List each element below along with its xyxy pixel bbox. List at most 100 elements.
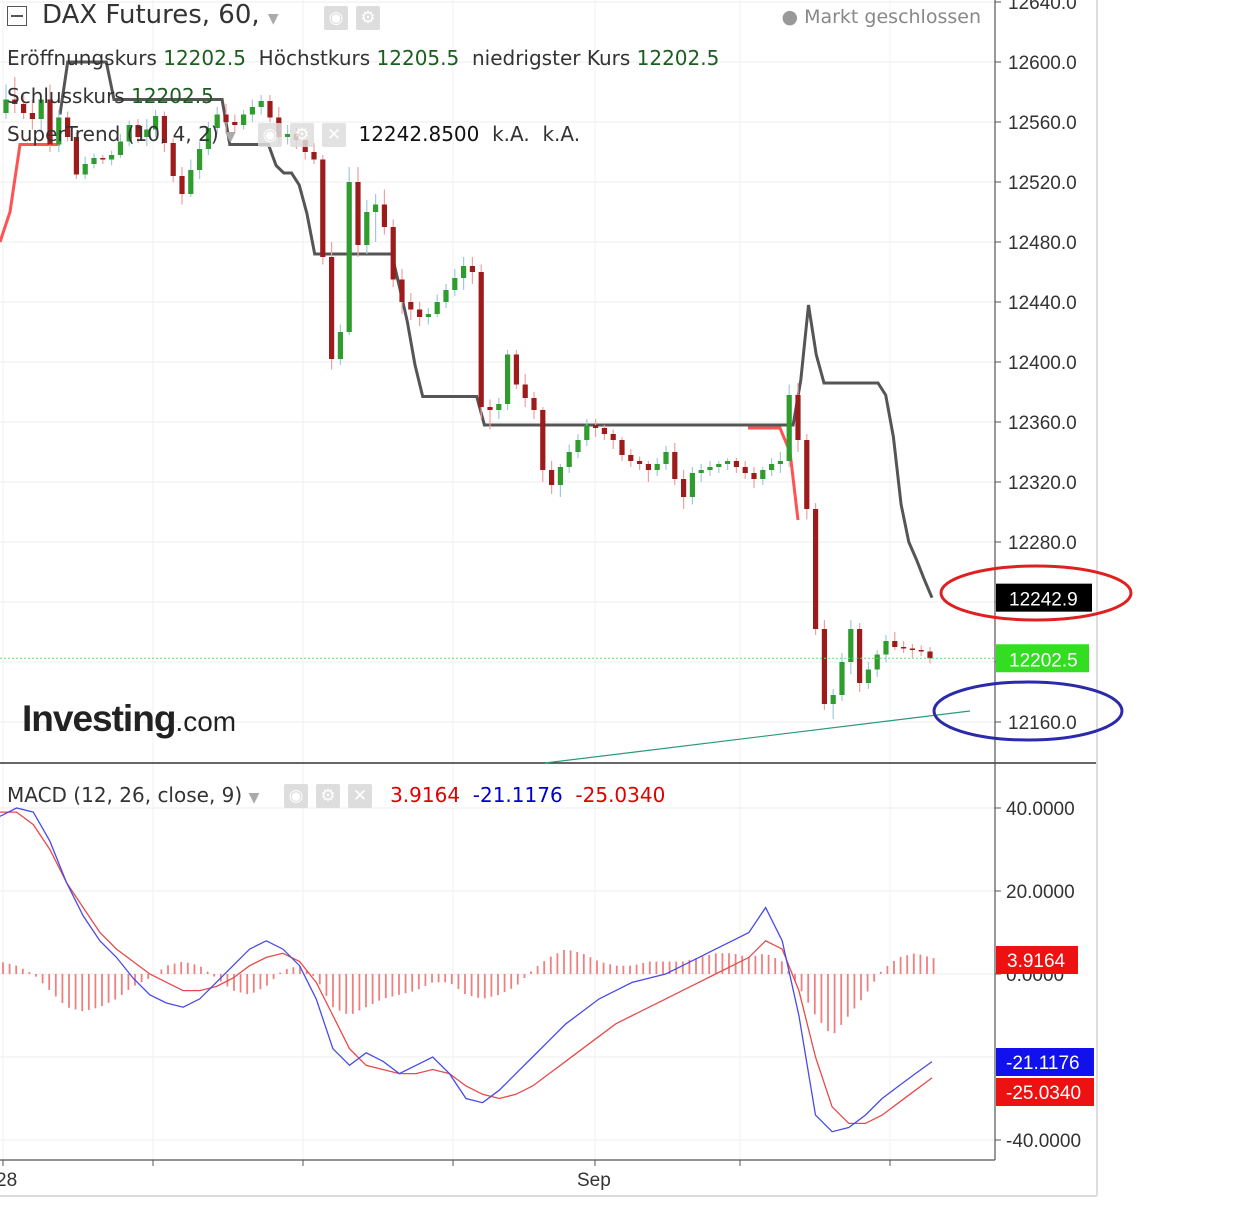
candle <box>117 141 123 155</box>
candle <box>619 440 625 455</box>
visibility-icon[interactable]: ◉ <box>258 123 282 147</box>
candle <box>575 440 581 452</box>
hist-value-tag <box>996 946 1078 974</box>
price-tick-label: 12520.0 <box>1008 173 1077 194</box>
status-dot-icon: ● <box>781 6 799 28</box>
price-tick-label: 12640.0 <box>1008 0 1077 14</box>
candle <box>725 461 731 464</box>
candle <box>47 99 53 145</box>
market-status: ● Markt geschlossen <box>781 6 981 28</box>
candle <box>804 440 810 509</box>
candle <box>786 395 792 461</box>
candle <box>100 158 106 160</box>
candle <box>637 461 643 464</box>
signal-line <box>0 811 933 1125</box>
candle <box>417 309 423 317</box>
macd-line <box>0 807 933 1133</box>
candle <box>663 452 669 464</box>
candle <box>170 143 176 176</box>
candle <box>188 170 194 194</box>
candle <box>82 164 88 175</box>
chevron-down-icon[interactable]: ▼ <box>248 790 260 806</box>
candle <box>21 104 27 113</box>
candle <box>760 470 766 479</box>
candle <box>531 398 537 410</box>
candle <box>311 152 317 160</box>
candle <box>373 204 379 212</box>
candle <box>153 116 159 130</box>
candle <box>12 99 18 104</box>
signal-value-tag <box>996 1078 1094 1106</box>
candle <box>795 395 801 440</box>
visibility-icon[interactable]: ◉ <box>284 784 308 808</box>
gear-icon[interactable]: ⚙ <box>356 6 380 30</box>
candle <box>38 99 44 119</box>
red-circle-annotation <box>939 564 1133 622</box>
candle <box>408 302 414 310</box>
gear-icon[interactable]: ⚙ <box>316 784 340 808</box>
candle <box>399 279 405 302</box>
close-legend: Schlusskurs 12202.5 <box>7 84 214 108</box>
candle <box>698 470 704 473</box>
candle <box>496 404 502 410</box>
candle <box>126 125 132 142</box>
gear-icon[interactable]: ⚙ <box>290 123 314 147</box>
candle <box>513 354 519 385</box>
candle <box>214 114 220 128</box>
candle <box>179 176 185 194</box>
candle <box>469 266 475 272</box>
candle <box>65 117 71 137</box>
candle <box>813 509 819 629</box>
price-tick-label: 12480.0 <box>1008 233 1077 254</box>
candle <box>830 695 836 704</box>
candle <box>267 101 273 118</box>
last-price-label: 12202.5 <box>1009 650 1078 671</box>
price-tick-label: 12400.0 <box>1008 353 1077 374</box>
candle <box>91 158 97 164</box>
candle <box>927 651 933 659</box>
close-icon[interactable]: ✕ <box>322 123 346 147</box>
candle <box>205 128 211 149</box>
candle <box>487 407 493 410</box>
candle <box>478 272 484 407</box>
candle <box>425 314 431 317</box>
supertrend-legend: SuperTrend (10, 4, 2) ▼ 12242.8500 k.A. … <box>7 122 581 146</box>
candle <box>610 434 616 440</box>
candle <box>566 452 572 467</box>
candle <box>689 473 695 497</box>
supertrend-up-line <box>748 426 800 521</box>
candle <box>434 302 440 314</box>
candle <box>549 470 555 485</box>
candle <box>56 117 62 145</box>
candle <box>197 149 203 170</box>
price-tick-label: 12600.0 <box>1008 53 1077 74</box>
candle <box>821 629 827 704</box>
axes-layer: 12640.0 12600.0 12560.0 12520.0 12480.0 12440… <box>0 0 1098 1197</box>
candle <box>865 669 871 683</box>
visibility-icon[interactable]: ◉ <box>324 6 348 30</box>
candle <box>364 212 370 245</box>
supertrend-name: SuperTrend (10, 4, 2) <box>7 122 219 146</box>
macd-legend: MACD (12, 26, close, 9) ▼ 3.9164 -21.117… <box>7 783 666 807</box>
investing-logo: Investing.com <box>22 698 237 739</box>
candle <box>654 464 660 470</box>
chevron-down-icon[interactable]: ▼ <box>267 11 279 27</box>
candle <box>3 99 9 113</box>
chevron-down-icon[interactable]: ▼ <box>224 129 236 145</box>
candle <box>381 204 387 227</box>
candle <box>320 159 326 257</box>
candle <box>593 425 599 428</box>
candle <box>857 629 863 683</box>
candle <box>135 125 141 137</box>
candle <box>540 410 546 470</box>
candle <box>73 137 79 175</box>
collapse-pane-icon[interactable] <box>7 6 27 26</box>
gridlines <box>0 0 995 1160</box>
candle <box>601 428 607 434</box>
trend-line <box>544 710 971 764</box>
annotations-layer: 12242.9 12202.5 3.9164 -21.1176 -25.0340 <box>0 564 1133 1106</box>
candle <box>258 101 264 107</box>
candle <box>505 354 511 404</box>
close-icon[interactable]: ✕ <box>348 784 372 808</box>
